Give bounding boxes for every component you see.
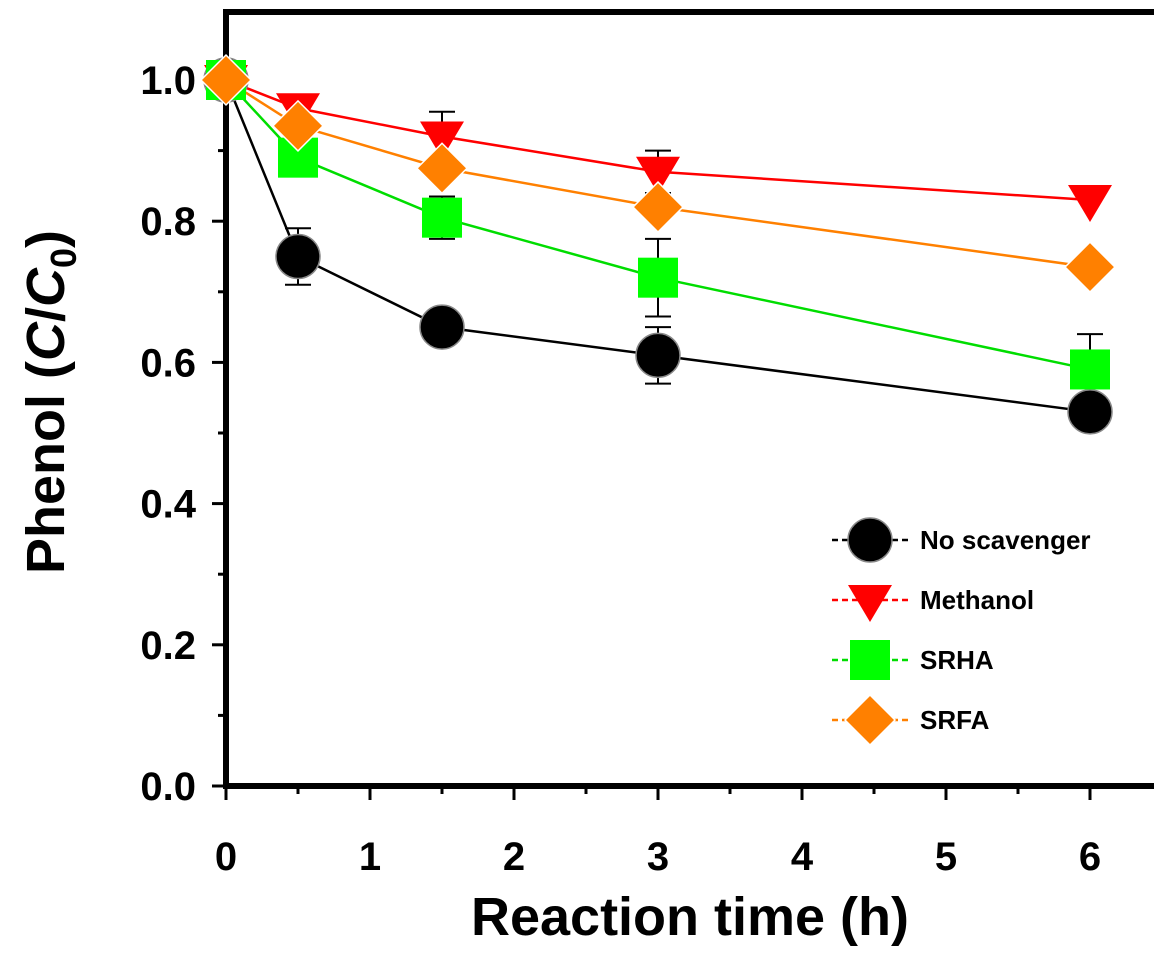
x-tick-label: 2 <box>503 835 525 879</box>
data-point-srfa <box>199 53 253 107</box>
data-point-srfa <box>631 181 685 234</box>
x-tick-label: 1 <box>359 835 381 879</box>
legend-label: SRFA <box>920 705 990 735</box>
y-tick-label: 0.6 <box>140 341 196 385</box>
legend-marker <box>850 640 890 680</box>
y-axis-title-subscript: 0 <box>43 248 84 268</box>
x-tick-labels: 0 1 2 3 4 5 6 <box>215 835 1101 879</box>
x-tick-label: 4 <box>791 835 814 879</box>
data-point-no-scavenger <box>275 233 321 280</box>
data-point-methanol <box>636 156 680 194</box>
data-point-no-scavenger <box>635 332 681 379</box>
y-axis-title-prefix: Phenol ( <box>16 361 76 574</box>
series-markers <box>199 53 1117 435</box>
data-point-srha <box>638 257 678 298</box>
x-tick-label: 0 <box>215 835 237 879</box>
data-point-srha <box>422 197 462 238</box>
y-axis-title-c0: C <box>16 267 76 307</box>
data-point-srfa <box>271 99 325 152</box>
legend-label: SRHA <box>920 645 994 675</box>
x-axis-title: Reaction time (h) <box>471 887 909 947</box>
data-point-srfa <box>415 142 469 195</box>
y-tick-label: 0.8 <box>140 200 196 244</box>
y-tick-label: 0.0 <box>140 765 196 809</box>
data-point-methanol <box>1068 185 1112 223</box>
legend-item-methanol: Methanol <box>832 585 1034 622</box>
legend: No scavenger Methanol SRHA SRFA <box>832 517 1091 747</box>
data-point-methanol <box>420 121 464 159</box>
legend-item-no-scavenger: No scavenger <box>832 517 1091 563</box>
legend-marker <box>848 585 892 622</box>
data-point-srfa <box>1063 241 1117 294</box>
data-point-no-scavenger <box>419 304 465 350</box>
y-tick-label: 1.0 <box>140 59 196 103</box>
y-axis-title-suffix: ) <box>16 230 76 248</box>
y-axis-title-c: C <box>16 321 76 361</box>
y-axis-title-slash: / <box>16 307 76 322</box>
data-point-srha <box>1070 349 1110 390</box>
data-point-no-scavenger <box>1067 389 1113 435</box>
x-tick-label: 3 <box>647 835 669 879</box>
legend-item-srfa: SRFA <box>832 693 990 747</box>
y-axis-title: Phenol (C/C0) <box>16 230 84 574</box>
legend-marker <box>847 517 893 563</box>
x-tick-label: 5 <box>935 835 957 879</box>
y-tick-labels: 0.0 0.2 0.4 0.6 0.8 1.0 <box>140 59 196 809</box>
y-tick-label: 0.2 <box>140 624 196 668</box>
legend-item-srha: SRHA <box>832 640 994 680</box>
y-tick-label: 0.4 <box>140 483 196 527</box>
legend-label: No scavenger <box>920 525 1091 555</box>
x-tick-label: 6 <box>1079 835 1101 879</box>
legend-label: Methanol <box>920 585 1034 615</box>
legend-marker <box>843 693 897 747</box>
